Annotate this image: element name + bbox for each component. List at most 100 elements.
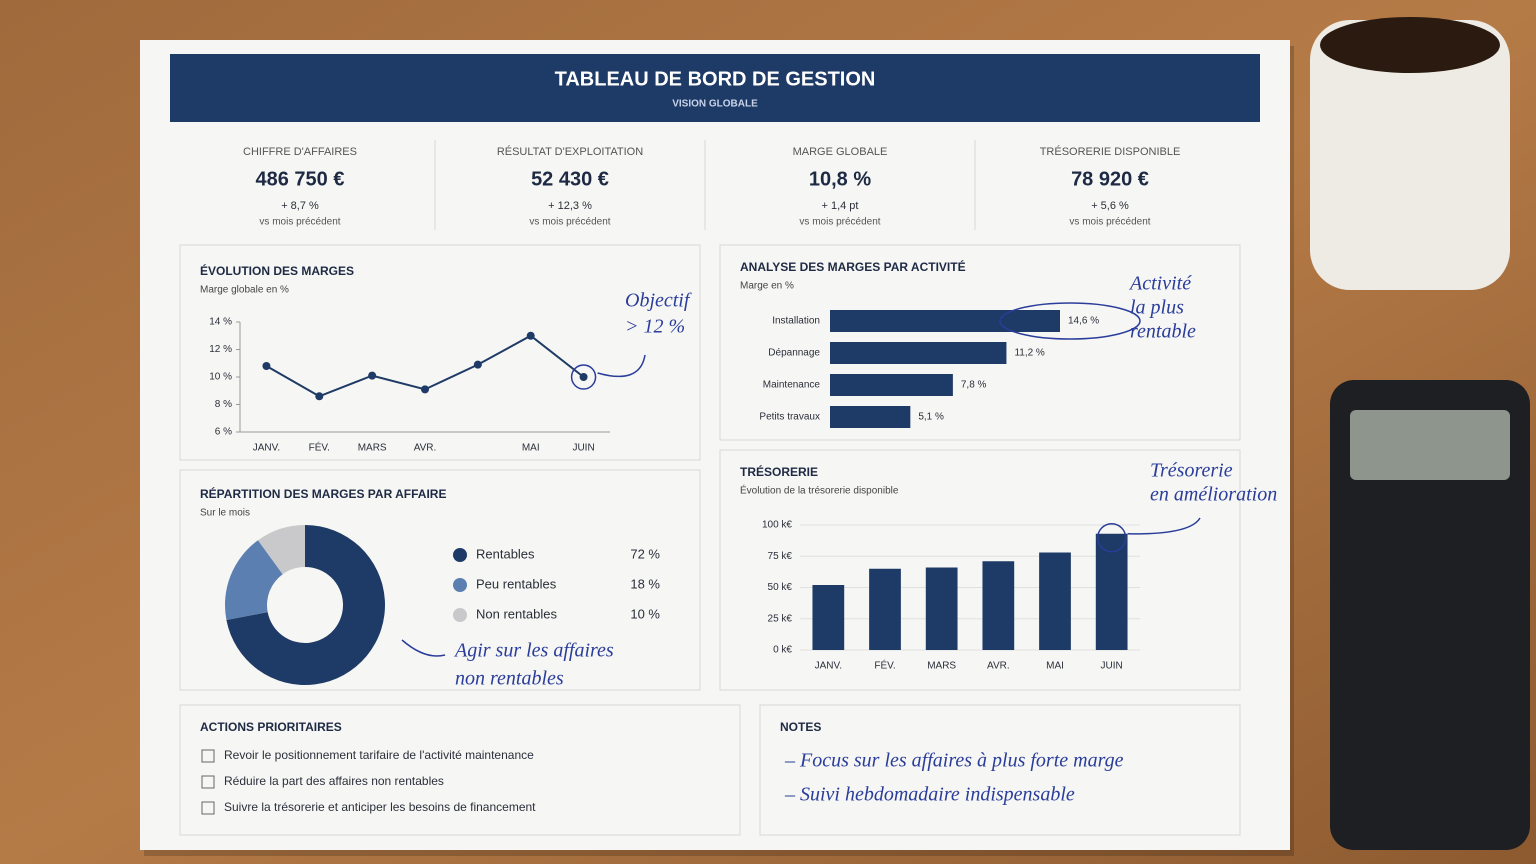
x-tick-label: AVR. [987, 661, 1010, 672]
x-tick-label: JUIN [572, 443, 594, 454]
mug [1310, 20, 1510, 290]
chart-title: RÉPARTITION DES MARGES PAR AFFAIRE [200, 486, 446, 501]
y-tick-label: 14 % [209, 317, 232, 328]
value-label: 5,1 % [918, 412, 944, 423]
x-tick-label: AVR. [414, 443, 437, 454]
checkbox [201, 801, 215, 815]
point [473, 360, 482, 369]
donut-segment [225, 540, 283, 620]
annotation-arrow [597, 354, 646, 378]
chart-title: ÉVOLUTION DES MARGES [200, 263, 354, 278]
y-tick-label: 100 k€ [762, 520, 792, 531]
checkbox [201, 749, 215, 763]
x-tick-label: MAI [522, 443, 540, 454]
annotation: Objectif [625, 290, 692, 312]
kpi-value: 486 750 € [256, 168, 345, 190]
value-label: 14,6 % [1068, 316, 1099, 327]
panel [179, 469, 701, 691]
bar [1095, 533, 1128, 650]
note-item: – Suivi hebdomadaire indispensable [784, 784, 1075, 806]
kpi-label: MARGE GLOBALE [793, 146, 888, 158]
y-tick-label: 10 % [209, 372, 232, 383]
action-item: Revoir le positionnement tarifaire de l'… [224, 748, 534, 762]
kpi-label: CHIFFRE D'AFFAIRES [243, 146, 357, 158]
value-label: 72 % [630, 546, 660, 561]
bar [869, 568, 901, 650]
checkbox [201, 775, 215, 789]
chart-subtitle: Marge globale en % [200, 285, 289, 296]
kpi-comparison: vs mois précédent [259, 217, 340, 228]
sheet: TABLEAU DE BORD DE GESTION VISION GLOBAL… [140, 40, 1290, 850]
coffee [1320, 17, 1500, 73]
bar [1039, 552, 1071, 650]
category-label: Maintenance [763, 380, 821, 391]
legend-swatch [453, 608, 467, 622]
annotation: Activité [1128, 273, 1192, 295]
point [579, 373, 588, 381]
annotation: en amélioration [1150, 484, 1277, 506]
x-tick-label: JANV. [815, 661, 842, 672]
chart-title: ANALYSE DES MARGES PAR ACTIVITÉ [740, 259, 966, 274]
legend-swatch [453, 548, 467, 562]
paper [140, 40, 1290, 850]
panel [179, 704, 741, 836]
y-tick-label: 75 k€ [768, 551, 793, 562]
donut-segment [226, 525, 385, 686]
header-band [170, 54, 1260, 122]
kpi-comparison: vs mois précédent [529, 217, 610, 228]
y-tick-label: 50 k€ [768, 582, 793, 593]
bar [830, 406, 911, 428]
chart-title: TRÉSORERIE [740, 464, 818, 479]
point [262, 362, 271, 370]
x-tick-label: JUIN [1101, 661, 1123, 672]
bar [830, 310, 1060, 332]
legend-label: Non rentables [476, 606, 557, 621]
x-tick-label: MARS [358, 443, 387, 454]
chart-subtitle: Marge en % [740, 281, 794, 292]
panel [719, 244, 1241, 441]
panel [179, 244, 701, 461]
annotation-circle [999, 302, 1141, 340]
value-label: 7,8 % [961, 380, 987, 391]
x-tick-label: JANV. [253, 443, 280, 454]
chart-subtitle: Sur le mois [200, 508, 250, 519]
kpi-comparison: vs mois précédent [1069, 217, 1150, 228]
bar [925, 567, 958, 650]
panel [759, 704, 1241, 836]
notes-title: NOTES [780, 720, 821, 734]
value-label: 11,2 % [1014, 348, 1044, 359]
title: TABLEAU DE BORD DE GESTION [555, 68, 876, 90]
legend-swatch [453, 578, 467, 592]
legend-label: Rentables [476, 546, 535, 561]
annotation-circle [570, 364, 597, 390]
bar [812, 585, 845, 650]
y-tick-label: 25 k€ [768, 613, 793, 624]
y-tick-label: 0 k€ [773, 645, 792, 656]
kpi-value: 52 430 € [531, 168, 609, 190]
y-tick-label: 6 % [215, 427, 232, 438]
annotation: non rentables [455, 668, 564, 690]
bar [830, 342, 1007, 364]
action-item: Suivre la trésorerie et anticiper les be… [224, 800, 536, 814]
action-item: Réduire la part des affaires non rentabl… [224, 774, 444, 788]
note-item: – Focus sur les affaires à plus forte ma… [784, 750, 1124, 772]
panel [719, 449, 1241, 691]
y-tick-label: 12 % [209, 344, 232, 355]
actions-title: ACTIONS PRIORITAIRES [200, 720, 342, 734]
subtitle: VISION GLOBALE [672, 99, 758, 110]
kpi-comparison: vs mois précédent [799, 217, 880, 228]
chart-subtitle: Évolution de la trésorerie disponible [740, 484, 899, 497]
y-tick-label: 8 % [215, 399, 232, 410]
calculator [1330, 380, 1530, 850]
point [526, 331, 535, 340]
kpi-change: + 12,3 % [548, 200, 592, 212]
category-label: Petits travaux [759, 412, 820, 423]
annotation: Agir sur les affaires [453, 640, 614, 662]
kpi-value: 10,8 % [809, 168, 871, 190]
point [315, 392, 324, 401]
x-tick-label: FÉV. [309, 441, 330, 454]
value-label: 18 % [630, 576, 660, 591]
bar [982, 561, 1015, 650]
kpi-value: 78 920 € [1071, 168, 1149, 190]
